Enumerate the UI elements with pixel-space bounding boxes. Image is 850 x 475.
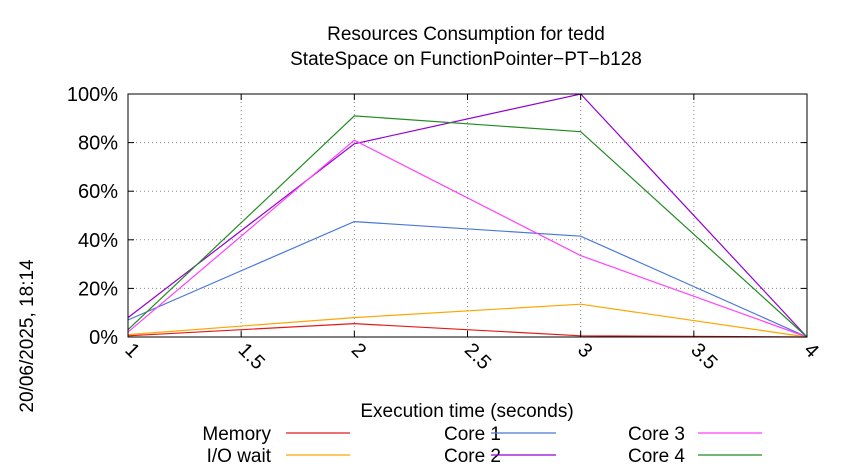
x-tick-label: 1 <box>120 339 143 362</box>
timestamp: 20/06/2025, 18:14 <box>17 259 38 413</box>
y-tick-label: 100% <box>67 84 118 106</box>
x-tick-label: 3 <box>573 339 596 362</box>
axis-ticks <box>127 93 808 338</box>
y-tick-label: 60% <box>78 181 118 203</box>
chart-title: Resources Consumption for tedd <box>327 24 605 45</box>
legend-label: Memory <box>202 424 271 445</box>
legend-label: Core 3 <box>628 424 685 445</box>
series-line <box>127 115 808 338</box>
legend-label: Core 4 <box>628 446 685 467</box>
series-line <box>127 139 808 338</box>
y-tick-label: 40% <box>78 230 118 252</box>
series-line <box>127 93 808 338</box>
legend-label: I/O wait <box>207 446 272 467</box>
y-tick-labels: 0% 20% 40% 60% 80% 100% <box>67 84 118 349</box>
chart-subtitle: StateSpace on FunctionPointer−PT−b128 <box>290 49 642 70</box>
legend-label: Core 1 <box>444 424 501 445</box>
x-tick-label: 1.5 <box>234 339 269 374</box>
x-tick-label: 2.5 <box>460 339 495 374</box>
x-axis-label: Execution time (seconds) <box>360 401 573 422</box>
y-tick-label: 0% <box>89 327 118 349</box>
x-tick-label: 2 <box>347 339 370 362</box>
x-tick-labels: 1 1.5 2 2.5 3 3.5 4 <box>120 339 822 374</box>
x-tick-label: 4 <box>799 339 822 362</box>
y-tick-label: 20% <box>78 278 118 300</box>
series-line <box>127 303 808 338</box>
y-tick-label: 80% <box>78 133 118 155</box>
grid-lines <box>128 94 807 337</box>
legend-label: Core 2 <box>444 446 501 467</box>
x-tick-label: 3.5 <box>686 339 721 374</box>
series-line <box>127 220 808 338</box>
